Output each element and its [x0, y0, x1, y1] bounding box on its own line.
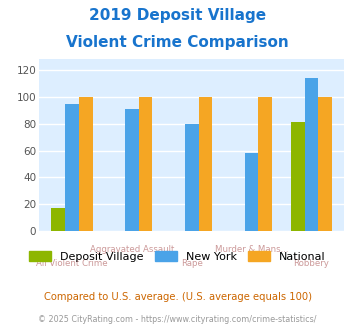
Text: © 2025 CityRating.com - https://www.cityrating.com/crime-statistics/: © 2025 CityRating.com - https://www.city…: [38, 315, 317, 324]
Text: Murder & Mans...: Murder & Mans...: [215, 245, 288, 254]
Text: Robbery: Robbery: [294, 259, 329, 268]
Text: Violent Crime Comparison: Violent Crime Comparison: [66, 35, 289, 50]
Text: All Violent Crime: All Violent Crime: [36, 259, 108, 268]
Bar: [258, 97, 272, 231]
Bar: [245, 153, 258, 231]
Bar: [51, 208, 65, 231]
Bar: [305, 78, 318, 231]
Bar: [139, 97, 153, 231]
Bar: [291, 122, 305, 231]
Bar: [318, 97, 332, 231]
Text: Aggravated Assault: Aggravated Assault: [90, 245, 174, 254]
Bar: [198, 97, 212, 231]
Text: Rape: Rape: [181, 259, 203, 268]
Bar: [65, 104, 79, 231]
Legend: Deposit Village, New York, National: Deposit Village, New York, National: [25, 247, 330, 267]
Bar: [125, 109, 139, 231]
Text: Compared to U.S. average. (U.S. average equals 100): Compared to U.S. average. (U.S. average …: [44, 292, 311, 302]
Text: 2019 Deposit Village: 2019 Deposit Village: [89, 8, 266, 23]
Bar: [185, 124, 198, 231]
Bar: [79, 97, 93, 231]
